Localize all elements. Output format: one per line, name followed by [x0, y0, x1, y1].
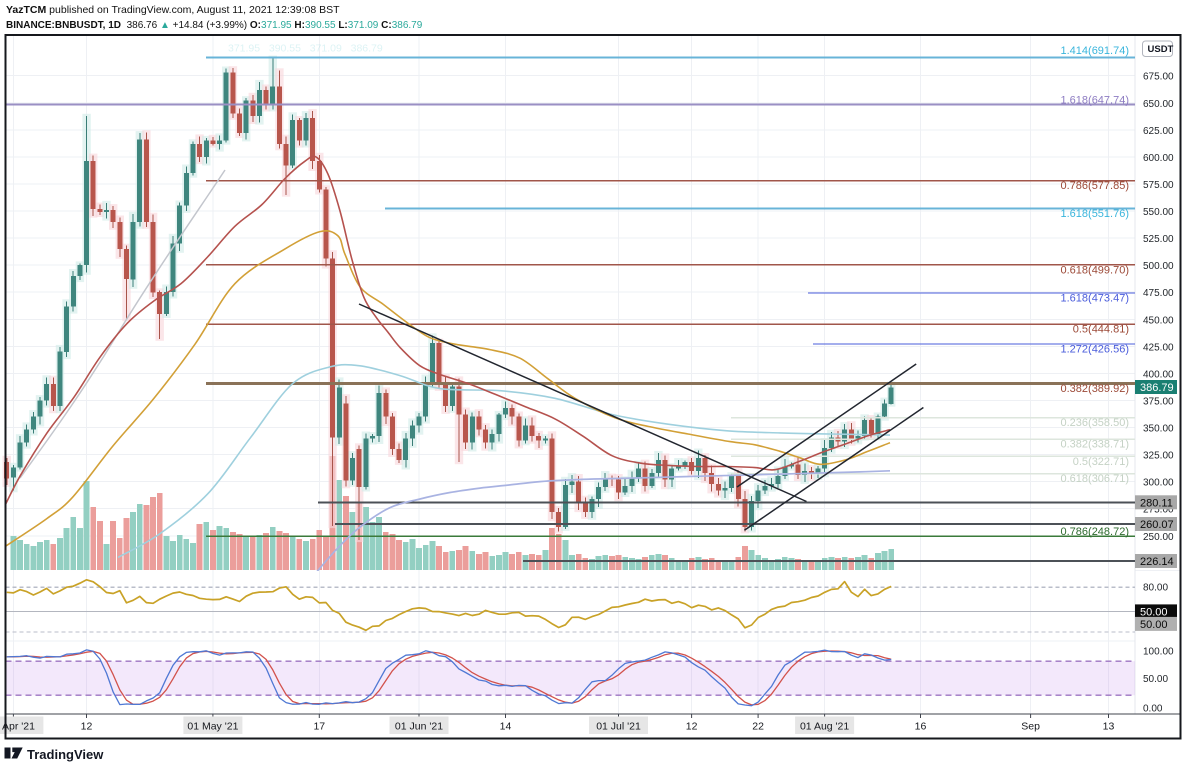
svg-text:12: 12	[686, 721, 698, 733]
svg-text:50.00: 50.00	[1143, 674, 1168, 685]
svg-text:14: 14	[500, 721, 512, 733]
svg-text:0.618(306.71): 0.618(306.71)	[1061, 473, 1130, 485]
svg-text:0.382(338.71): 0.382(338.71)	[1061, 439, 1130, 451]
svg-text:650.00: 650.00	[1143, 99, 1174, 110]
svg-text:300.00: 300.00	[1143, 478, 1174, 489]
svg-text:0.382(389.92): 0.382(389.92)	[1061, 383, 1130, 395]
svg-text:260.07: 260.07	[1140, 519, 1174, 531]
svg-text:USDT: USDT	[1148, 44, 1174, 55]
svg-text:0.236(358.50): 0.236(358.50)	[1061, 417, 1130, 429]
svg-text:TradingView: TradingView	[27, 747, 104, 762]
svg-text:525.00: 525.00	[1143, 234, 1174, 245]
svg-text:0.00: 0.00	[1143, 703, 1163, 714]
svg-text:16: 16	[915, 721, 927, 733]
svg-text:280.11: 280.11	[1140, 497, 1173, 509]
svg-text:625.00: 625.00	[1143, 126, 1174, 137]
svg-text:17: 17	[313, 721, 325, 733]
svg-text:475.00: 475.00	[1143, 288, 1174, 299]
svg-text:1.618(473.47): 1.618(473.47)	[1061, 293, 1130, 305]
svg-text:575.00: 575.00	[1143, 180, 1174, 191]
svg-text:0.786(577.85): 0.786(577.85)	[1061, 180, 1130, 192]
svg-text:371.95 390.55 371.09 386: 371.95 390.55 371.09 386.79	[228, 43, 383, 55]
svg-text:01 May '21: 01 May '21	[187, 721, 238, 733]
svg-text:250.00: 250.00	[1143, 532, 1174, 543]
svg-text:13: 13	[1103, 721, 1115, 733]
svg-text:01 Jun '21: 01 Jun '21	[395, 721, 443, 733]
svg-text:400.00: 400.00	[1143, 369, 1174, 380]
svg-text:675.00: 675.00	[1143, 72, 1174, 83]
svg-text:0.5(322.71): 0.5(322.71)	[1073, 456, 1129, 468]
svg-text:375.00: 375.00	[1143, 397, 1174, 408]
svg-text:12: 12	[81, 721, 93, 733]
svg-text:01 Aug '21: 01 Aug '21	[800, 721, 849, 733]
svg-text:550.00: 550.00	[1143, 207, 1174, 218]
svg-text:500.00: 500.00	[1143, 261, 1174, 272]
svg-text:01 Jul '21: 01 Jul '21	[596, 721, 641, 733]
svg-text:Sep: Sep	[1021, 721, 1040, 733]
svg-text:275.00: 275.00	[1143, 505, 1174, 516]
svg-text:100.00: 100.00	[1143, 647, 1174, 658]
svg-text:22: 22	[752, 721, 764, 733]
svg-text:1.414(691.74): 1.414(691.74)	[1061, 45, 1130, 57]
svg-text:50.00: 50.00	[1140, 606, 1168, 618]
svg-text:1.618(647.74): 1.618(647.74)	[1061, 95, 1130, 107]
svg-text:386.79: 386.79	[1140, 382, 1174, 394]
svg-text:Apr '21: Apr '21	[2, 721, 35, 733]
svg-text:425.00: 425.00	[1143, 342, 1174, 353]
svg-text:350.00: 350.00	[1143, 424, 1174, 435]
svg-text:226.14: 226.14	[1140, 556, 1174, 568]
svg-text:450.00: 450.00	[1143, 315, 1174, 326]
svg-text:80.00: 80.00	[1143, 582, 1168, 593]
svg-text:600.00: 600.00	[1143, 153, 1174, 164]
svg-text:325.00: 325.00	[1143, 451, 1174, 462]
svg-text:0.5(444.81): 0.5(444.81)	[1073, 324, 1129, 336]
svg-text:50.00: 50.00	[1140, 619, 1168, 631]
svg-text:0.618(499.70): 0.618(499.70)	[1061, 264, 1130, 276]
svg-text:1.618(551.76): 1.618(551.76)	[1061, 208, 1130, 220]
svg-text:0.786(248.72): 0.786(248.72)	[1061, 526, 1130, 538]
svg-text:1.272(426.56): 1.272(426.56)	[1061, 344, 1130, 356]
